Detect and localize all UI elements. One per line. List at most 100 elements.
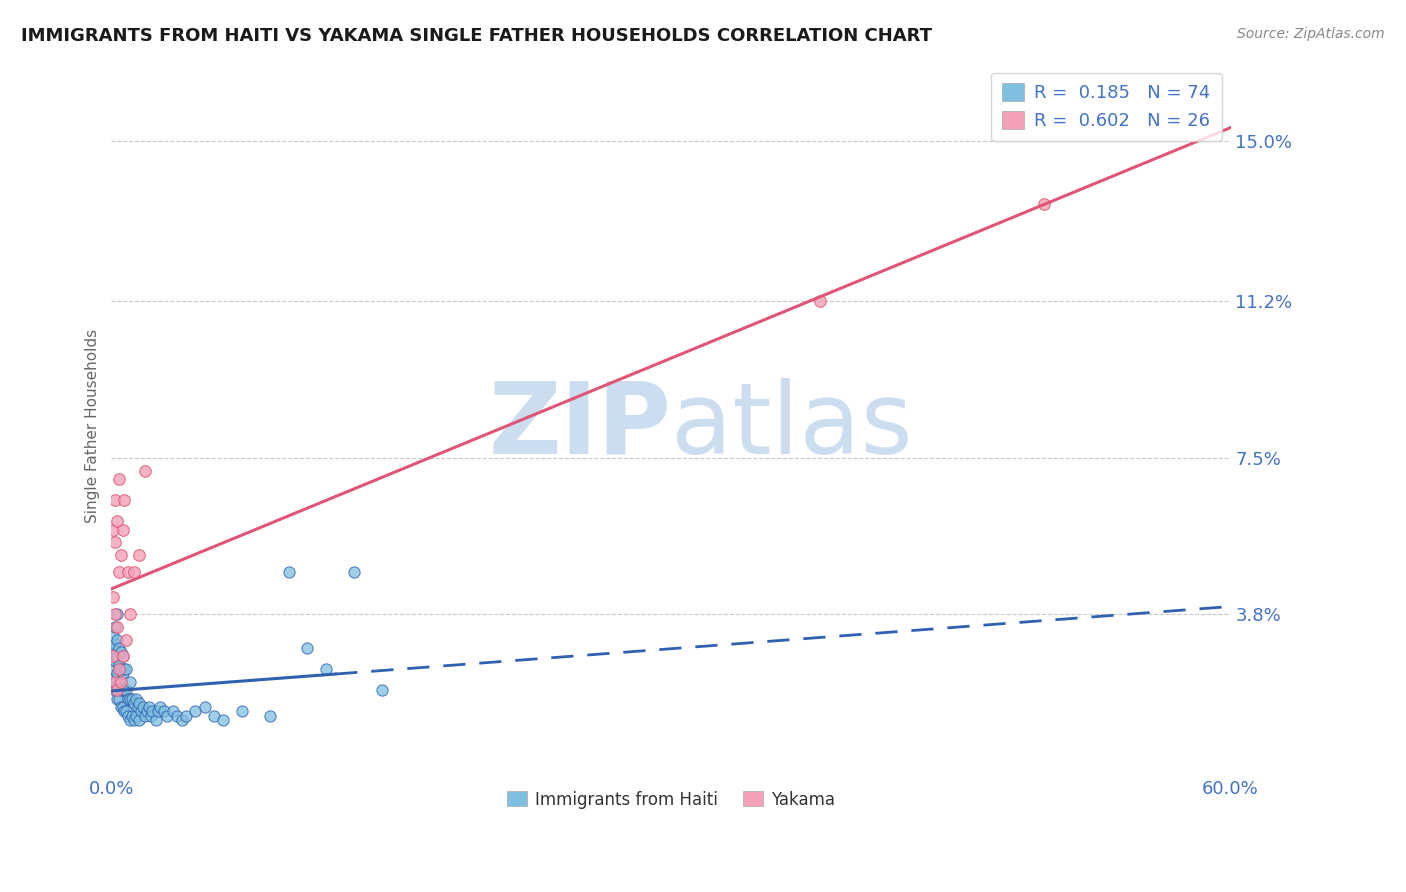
Point <box>128 696 150 710</box>
Point <box>120 607 142 622</box>
Point <box>277 565 299 579</box>
Point <box>122 565 145 579</box>
Point <box>110 674 132 689</box>
Text: Source: ZipAtlas.com: Source: ZipAtlas.com <box>1237 27 1385 41</box>
Point <box>194 700 217 714</box>
Point <box>115 705 138 719</box>
Point <box>212 713 235 727</box>
Point <box>108 565 131 579</box>
Point <box>145 713 167 727</box>
Point <box>103 591 125 605</box>
Point <box>1033 197 1056 211</box>
Point <box>141 705 163 719</box>
Point <box>134 463 156 477</box>
Point <box>128 713 150 727</box>
Text: IMMIGRANTS FROM HAITI VS YAKAMA SINGLE FATHER HOUSEHOLDS CORRELATION CHART: IMMIGRANTS FROM HAITI VS YAKAMA SINGLE F… <box>21 27 932 45</box>
Point <box>108 691 131 706</box>
Point <box>111 700 134 714</box>
Point <box>120 691 142 706</box>
Point <box>108 472 131 486</box>
Point <box>114 662 136 676</box>
Point <box>104 674 127 689</box>
Point <box>114 683 136 698</box>
Point <box>104 637 127 651</box>
Point <box>104 607 127 622</box>
Point <box>121 691 143 706</box>
Point <box>117 565 139 579</box>
Point <box>111 649 134 664</box>
Point <box>104 535 127 549</box>
Point <box>134 708 156 723</box>
Point <box>103 662 125 676</box>
Point <box>166 708 188 723</box>
Point <box>105 679 128 693</box>
Point <box>202 708 225 723</box>
Point <box>343 565 366 579</box>
Point <box>152 705 174 719</box>
Point <box>117 691 139 706</box>
Point <box>128 548 150 562</box>
Point <box>297 640 319 655</box>
Point <box>172 713 194 727</box>
Point <box>122 713 145 727</box>
Point <box>120 674 142 689</box>
Point <box>808 294 831 309</box>
Point <box>104 683 127 698</box>
Point <box>174 708 197 723</box>
Point <box>110 683 132 698</box>
Point <box>111 523 134 537</box>
Point <box>115 662 138 676</box>
Point <box>108 640 131 655</box>
Point <box>114 705 136 719</box>
Point <box>121 708 143 723</box>
Point <box>104 620 127 634</box>
Point <box>259 708 281 723</box>
Point <box>103 649 125 664</box>
Point <box>139 708 162 723</box>
Point <box>105 620 128 634</box>
Point <box>315 662 337 676</box>
Point <box>162 705 184 719</box>
Point <box>138 700 160 714</box>
Point <box>111 666 134 681</box>
Point <box>105 514 128 528</box>
Point <box>132 700 155 714</box>
Point <box>117 708 139 723</box>
Point <box>110 645 132 659</box>
Point <box>371 683 394 698</box>
Legend: Immigrants from Haiti, Yakama: Immigrants from Haiti, Yakama <box>501 784 842 815</box>
Text: atlas: atlas <box>671 377 912 475</box>
Point <box>104 654 127 668</box>
Point <box>104 493 127 508</box>
Point <box>146 705 169 719</box>
Point <box>184 705 207 719</box>
Point <box>111 649 134 664</box>
Point <box>105 649 128 664</box>
Point <box>108 674 131 689</box>
Point <box>129 705 152 719</box>
Point <box>110 548 132 562</box>
Point <box>110 662 132 676</box>
Point <box>111 683 134 698</box>
Point <box>115 632 138 647</box>
Point <box>115 683 138 698</box>
Point <box>124 691 146 706</box>
Point <box>105 632 128 647</box>
Point <box>127 700 149 714</box>
Point <box>122 696 145 710</box>
Point <box>124 708 146 723</box>
Point <box>105 691 128 706</box>
Point <box>149 700 172 714</box>
Point <box>103 523 125 537</box>
Point <box>103 640 125 655</box>
Point <box>105 607 128 622</box>
Point <box>135 705 157 719</box>
Point <box>103 649 125 664</box>
Text: ZIP: ZIP <box>488 377 671 475</box>
Point <box>104 671 127 685</box>
Point <box>105 666 128 681</box>
Point <box>108 657 131 672</box>
Point <box>110 700 132 714</box>
Point <box>231 705 253 719</box>
Y-axis label: Single Father Households: Single Father Households <box>86 329 100 524</box>
